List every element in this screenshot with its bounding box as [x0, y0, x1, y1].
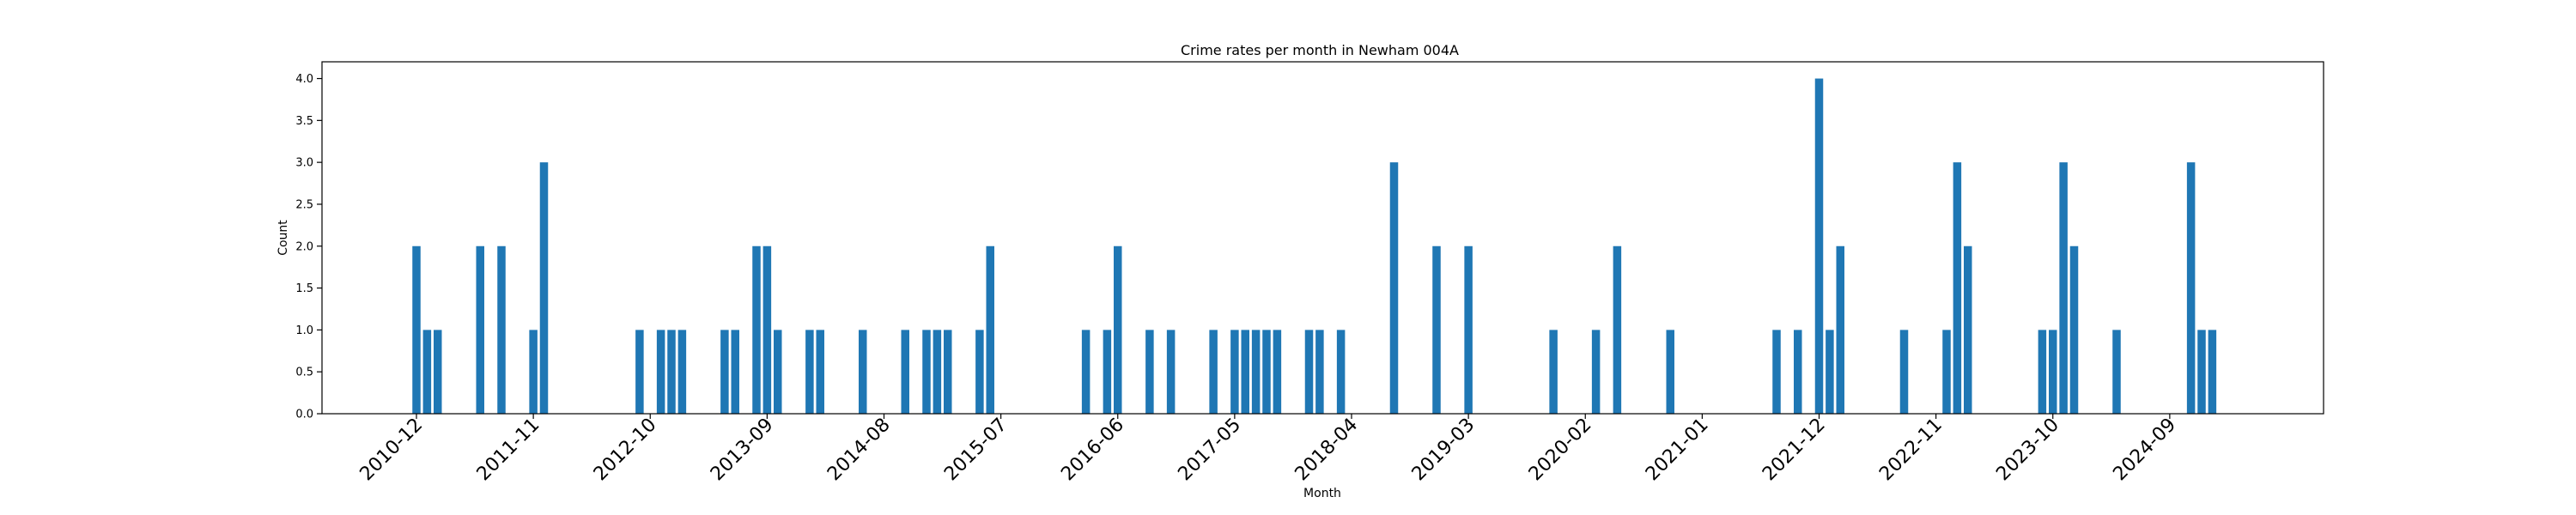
bar-2011-02 — [434, 330, 442, 414]
bar-2024-11 — [2186, 162, 2196, 414]
bar-2023-10 — [2049, 330, 2057, 414]
x-tick-label: 2012-10 — [590, 415, 661, 486]
x-tick-label: 2019-03 — [1408, 415, 1479, 486]
bar-2021-12 — [1814, 78, 1824, 415]
bar-2015-05 — [975, 330, 984, 414]
bar-2013-05 — [720, 330, 729, 414]
x-tick-label: 2020-02 — [1525, 415, 1596, 486]
bar-2024-12 — [2197, 330, 2206, 414]
bar-2020-03 — [1591, 330, 1601, 414]
x-tick-label: 2011-11 — [473, 415, 544, 486]
bar-2016-11 — [1166, 330, 1176, 414]
bars-group — [412, 78, 2217, 415]
bar-2014-12 — [922, 330, 931, 414]
y-tick-label: 2.0 — [295, 240, 313, 253]
y-tick-label: 2.5 — [295, 198, 313, 211]
bar-2018-01 — [1315, 330, 1324, 414]
bar-2010-12 — [412, 245, 421, 414]
x-tick-label: 2018-04 — [1291, 415, 1363, 486]
bar-2023-01 — [1953, 162, 1962, 414]
bar-2011-11 — [529, 330, 538, 414]
bar-2015-06 — [986, 245, 994, 414]
y-tick-label: 1.5 — [295, 282, 313, 295]
bar-2022-12 — [1942, 330, 1951, 414]
x-tick-label: 2021-01 — [1642, 415, 1713, 486]
bar-2020-10 — [1666, 330, 1674, 414]
bar-2014-02 — [816, 330, 824, 414]
bar-2012-12 — [667, 330, 676, 414]
bar-2025-01 — [2208, 330, 2217, 414]
bar-2018-12 — [1432, 245, 1441, 414]
bar-2021-08 — [1772, 330, 1781, 414]
bar-2014-06 — [859, 330, 867, 414]
bar-2013-10 — [774, 330, 782, 414]
bar-2011-08 — [497, 245, 506, 414]
bar-2023-09 — [2038, 330, 2047, 414]
bar-2023-11 — [2059, 162, 2068, 414]
x-axis: 2010-12 2011-11 2012-10 2013-09 2014-08 2015-… — [356, 414, 2180, 486]
bar-2022-01 — [1826, 330, 1834, 414]
bar-2017-08 — [1262, 330, 1271, 414]
plot-area-frame — [321, 61, 2324, 415]
x-tick-label: 2015-07 — [940, 415, 1012, 486]
x-tick-label: 2023-10 — [1992, 415, 2063, 486]
bar-2016-09 — [1145, 330, 1154, 414]
x-axis-label: Month — [1303, 487, 1341, 500]
bar-2017-09 — [1273, 330, 1282, 414]
y-tick-label: 1.0 — [295, 324, 313, 337]
bar-2023-12 — [2069, 245, 2079, 414]
bar-2014-01 — [805, 330, 814, 414]
bar-2017-03 — [1209, 330, 1218, 414]
bar-2020-05 — [1613, 245, 1622, 414]
bar-2013-08 — [752, 245, 761, 414]
x-tick-label: 2016-06 — [1057, 415, 1128, 486]
bar-2024-04 — [2112, 330, 2121, 414]
y-tick-label: 4.0 — [295, 73, 313, 86]
bar-2022-02 — [1836, 245, 1844, 414]
bar-2017-12 — [1304, 330, 1314, 414]
y-tick-label: 3.5 — [295, 115, 313, 128]
y-axis-label: Count — [276, 220, 290, 256]
bar-2013-06 — [731, 330, 739, 414]
y-tick-label: 3.0 — [295, 157, 313, 170]
bar-2015-02 — [944, 330, 952, 414]
bar-2019-11 — [1549, 330, 1558, 414]
y-tick-label: 0.0 — [295, 409, 313, 421]
bar-2018-03 — [1336, 330, 1346, 414]
bar-2014-10 — [901, 330, 909, 414]
bar-2023-02 — [1964, 245, 1972, 414]
bar-2011-01 — [422, 330, 432, 414]
bar-2012-11 — [656, 330, 665, 414]
x-tick-label: 2021-12 — [1759, 415, 1830, 486]
y-axis: 0.0 0.5 1.0 1.5 2.0 2.5 3.0 3.5 4.0 — [295, 73, 322, 421]
bar-2013-01 — [677, 330, 687, 414]
x-tick-label: 2010-12 — [356, 415, 428, 486]
y-tick-label: 0.5 — [295, 367, 313, 379]
x-tick-label: 2017-05 — [1174, 415, 1245, 486]
bar-2015-01 — [933, 330, 942, 414]
bar-2016-05 — [1103, 330, 1112, 414]
bar-2022-08 — [1899, 330, 1909, 414]
x-tick-label: 2013-09 — [707, 415, 778, 486]
bar-2016-06 — [1114, 245, 1122, 414]
bar-2016-03 — [1081, 330, 1091, 414]
bar-2017-05 — [1230, 330, 1239, 414]
bar-2011-12 — [539, 162, 549, 414]
bar-2019-03 — [1464, 245, 1473, 414]
x-tick-label: 2014-08 — [823, 415, 895, 486]
bar-2013-09 — [762, 245, 772, 414]
chart-title: Crime rates per month in Newham 004A — [1181, 42, 1459, 58]
bar-2011-06 — [476, 245, 484, 414]
bar-2018-08 — [1389, 162, 1399, 414]
x-tick-label: 2022-11 — [1875, 415, 1947, 486]
bar-2012-09 — [635, 330, 644, 414]
bar-2017-07 — [1251, 330, 1261, 414]
bar-2021-10 — [1794, 330, 1802, 414]
x-tick-label: 2024-09 — [2109, 415, 2180, 486]
bar-2017-06 — [1241, 330, 1249, 414]
